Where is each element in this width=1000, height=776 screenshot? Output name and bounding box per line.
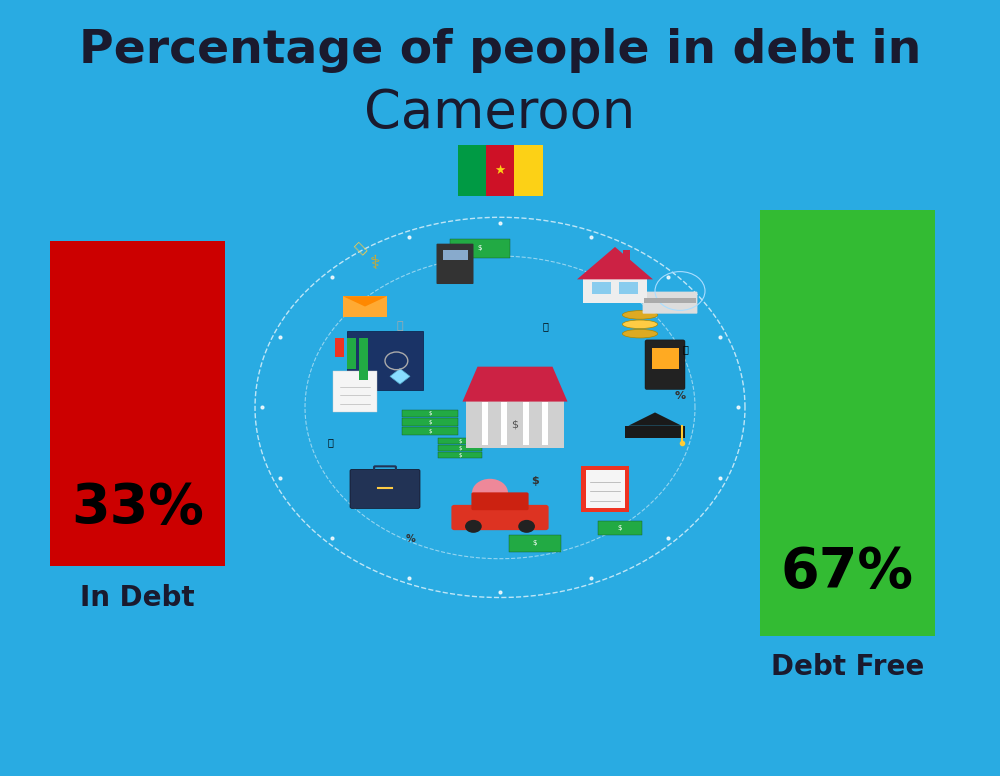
Text: $: $	[428, 420, 432, 425]
FancyBboxPatch shape	[644, 297, 696, 303]
FancyBboxPatch shape	[471, 492, 529, 511]
FancyBboxPatch shape	[482, 402, 488, 445]
Ellipse shape	[622, 310, 658, 319]
FancyBboxPatch shape	[438, 438, 482, 444]
FancyBboxPatch shape	[542, 402, 548, 445]
Text: $: $	[458, 452, 462, 458]
FancyBboxPatch shape	[643, 292, 697, 314]
FancyBboxPatch shape	[652, 348, 679, 369]
Text: $: $	[618, 525, 622, 531]
FancyBboxPatch shape	[333, 372, 377, 412]
Text: $: $	[428, 429, 432, 434]
Polygon shape	[343, 296, 387, 307]
Text: %: %	[674, 391, 686, 400]
Text: $: $	[533, 540, 537, 546]
FancyBboxPatch shape	[458, 145, 486, 196]
FancyBboxPatch shape	[436, 244, 474, 284]
FancyBboxPatch shape	[402, 427, 458, 435]
Text: $: $	[458, 446, 462, 451]
FancyBboxPatch shape	[442, 250, 468, 260]
FancyBboxPatch shape	[402, 410, 458, 417]
Ellipse shape	[622, 330, 658, 338]
Text: 67%: 67%	[781, 546, 914, 599]
FancyBboxPatch shape	[623, 250, 630, 265]
Polygon shape	[628, 413, 682, 426]
FancyBboxPatch shape	[523, 402, 529, 445]
FancyBboxPatch shape	[760, 210, 935, 636]
Text: $: $	[478, 245, 482, 251]
Text: ⚕: ⚕	[370, 255, 380, 273]
Text: 〜: 〜	[352, 241, 368, 256]
Circle shape	[472, 479, 508, 507]
FancyBboxPatch shape	[486, 145, 514, 196]
FancyBboxPatch shape	[451, 505, 549, 530]
Text: 🔒: 🔒	[327, 438, 333, 447]
Text: 33%: 33%	[71, 481, 204, 535]
FancyBboxPatch shape	[343, 296, 387, 317]
FancyBboxPatch shape	[514, 145, 542, 196]
Text: ★: ★	[494, 164, 506, 177]
Text: In Debt: In Debt	[80, 584, 195, 611]
FancyBboxPatch shape	[402, 418, 458, 426]
Polygon shape	[390, 369, 410, 384]
Text: %: %	[405, 535, 415, 544]
Circle shape	[518, 520, 535, 533]
FancyBboxPatch shape	[598, 521, 642, 535]
FancyBboxPatch shape	[347, 331, 423, 390]
FancyBboxPatch shape	[359, 338, 368, 380]
Text: $: $	[428, 411, 432, 417]
FancyBboxPatch shape	[438, 452, 482, 458]
Circle shape	[465, 520, 482, 533]
Polygon shape	[462, 366, 568, 402]
Text: 🔑: 🔑	[542, 321, 548, 331]
FancyBboxPatch shape	[438, 445, 482, 451]
FancyBboxPatch shape	[501, 402, 507, 445]
FancyBboxPatch shape	[581, 466, 629, 512]
FancyBboxPatch shape	[592, 282, 611, 294]
FancyBboxPatch shape	[466, 399, 564, 449]
Text: 🛡: 🛡	[397, 321, 403, 331]
Text: 🔒: 🔒	[682, 345, 688, 354]
FancyBboxPatch shape	[450, 238, 510, 258]
FancyBboxPatch shape	[583, 278, 647, 303]
FancyBboxPatch shape	[619, 282, 638, 294]
Polygon shape	[577, 247, 653, 279]
FancyBboxPatch shape	[625, 426, 685, 438]
Ellipse shape	[622, 320, 658, 328]
FancyBboxPatch shape	[509, 535, 561, 552]
Text: Debt Free: Debt Free	[771, 653, 924, 681]
FancyBboxPatch shape	[645, 340, 685, 390]
Text: $: $	[458, 439, 462, 444]
FancyBboxPatch shape	[50, 241, 225, 566]
FancyBboxPatch shape	[335, 338, 344, 357]
FancyBboxPatch shape	[586, 470, 624, 508]
FancyBboxPatch shape	[347, 338, 356, 369]
Text: Cameroon: Cameroon	[364, 86, 636, 139]
Text: $: $	[512, 420, 518, 430]
Text: Percentage of people in debt in: Percentage of people in debt in	[79, 28, 921, 73]
FancyBboxPatch shape	[350, 469, 420, 508]
Text: $: $	[531, 476, 539, 486]
